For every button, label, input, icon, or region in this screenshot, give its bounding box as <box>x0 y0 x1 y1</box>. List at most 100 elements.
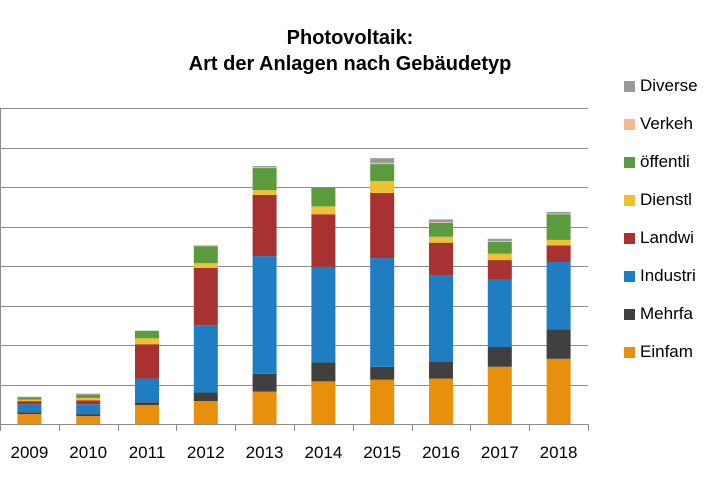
bar-segment <box>76 397 101 401</box>
legend-swatch <box>624 80 635 92</box>
legend-swatch <box>624 232 635 244</box>
bar-segment <box>487 241 512 254</box>
legend-swatch <box>624 270 635 282</box>
legend-swatch <box>624 118 635 130</box>
bar-segment <box>252 190 277 195</box>
legend-item: Dienstl <box>624 188 692 212</box>
bar-segment <box>311 362 336 382</box>
bar-segment <box>370 158 395 163</box>
bar-segment <box>546 245 571 263</box>
chart-title-line-2: Art der Anlagen nach Gebäudetyp <box>188 53 512 75</box>
bar-segment <box>311 266 336 363</box>
bar-segment <box>487 366 512 424</box>
bar-segment <box>546 213 571 215</box>
bar-segment <box>546 214 571 240</box>
bar-segment <box>370 192 395 259</box>
bar-segment <box>487 241 512 242</box>
bar-segment <box>135 402 159 406</box>
bar-segment <box>429 361 453 379</box>
bar-segment <box>193 245 218 247</box>
bar-segment <box>193 325 218 393</box>
legend-item: Landwi <box>624 226 694 250</box>
x-tick-label: 2016 <box>422 443 460 462</box>
legend-swatch <box>624 308 635 320</box>
legend-item: Einfam <box>624 340 693 364</box>
bar-segment <box>17 404 42 413</box>
x-tick-label: 2018 <box>540 443 578 462</box>
bar-segment <box>311 187 336 207</box>
bar-segment <box>370 258 395 367</box>
bar-segment <box>311 206 336 215</box>
x-tick-label: 2010 <box>69 443 107 462</box>
bar-segment <box>76 394 101 398</box>
bar-segment <box>487 253 512 261</box>
bar-segment <box>429 378 453 424</box>
bar-segment <box>429 222 453 237</box>
bar-segment <box>76 416 101 424</box>
bar-segment <box>76 400 101 405</box>
legend-item: Mehrfa <box>624 302 693 326</box>
bar-segment <box>546 329 571 359</box>
bar-segment <box>135 378 159 403</box>
bar-segment <box>487 260 512 280</box>
x-tick-label: 2009 <box>10 443 48 462</box>
bar-segment <box>17 401 42 405</box>
bar-segment <box>17 397 42 400</box>
bar-segment <box>429 242 453 276</box>
bar-segment <box>252 194 277 257</box>
x-tick-label: 2017 <box>481 443 519 462</box>
bar-segment <box>252 256 277 374</box>
bar-segment <box>193 246 218 264</box>
bar-segment <box>370 366 395 380</box>
bar-segment <box>311 381 336 424</box>
bar-segment <box>135 405 159 424</box>
bar-segment <box>546 239 571 246</box>
legend-swatch <box>624 346 635 358</box>
x-tick-label: 2014 <box>304 443 342 462</box>
bar-segment <box>76 393 101 395</box>
legend-label: Diverse <box>640 76 698 95</box>
bar-segment <box>370 181 395 193</box>
legend-label: Industri <box>640 266 696 285</box>
bar-segment <box>17 396 42 398</box>
bar-segment <box>546 262 571 330</box>
bar-segment <box>370 162 395 165</box>
legend-item: Industri <box>624 264 696 288</box>
bar-segment <box>546 211 571 214</box>
bar-segment <box>193 401 218 424</box>
bar-segment <box>429 275 453 362</box>
bar-segment <box>429 236 453 243</box>
bar-segment <box>135 344 159 379</box>
bar-segment <box>135 338 159 345</box>
bar-segment <box>76 404 101 415</box>
bar-segment <box>546 358 571 424</box>
bar-segment <box>252 373 277 392</box>
bar-segment <box>17 399 42 402</box>
bar-segment <box>252 166 277 168</box>
x-tick-label: 2011 <box>129 443 166 462</box>
bar-segment <box>429 219 453 223</box>
bar-segment <box>429 222 453 223</box>
bar-segment <box>370 164 395 182</box>
legend-label: Mehrfa <box>640 304 693 323</box>
bar-segment <box>135 330 159 339</box>
legend-label: Verkeh <box>640 114 693 133</box>
bar-segment <box>252 168 277 191</box>
legend-label: Dienstl <box>640 190 692 209</box>
x-tick-label: 2013 <box>246 443 284 462</box>
bar-segment <box>193 263 218 268</box>
legend-item: öffentli <box>624 150 690 174</box>
chart-title-line-1: Photovoltaik: <box>286 27 414 49</box>
legend-item: Diverse <box>624 74 698 98</box>
bar-segment <box>487 279 512 347</box>
bar-segment <box>193 267 218 326</box>
legend-label: Einfam <box>640 342 693 361</box>
bar-segment <box>17 412 42 415</box>
bar-segment <box>370 379 395 424</box>
x-tick-label: 2015 <box>363 443 401 462</box>
bar-segment <box>252 391 277 424</box>
legend-item: Verkeh <box>624 112 693 136</box>
bar-segment <box>487 346 512 367</box>
bar-segment <box>487 238 512 242</box>
